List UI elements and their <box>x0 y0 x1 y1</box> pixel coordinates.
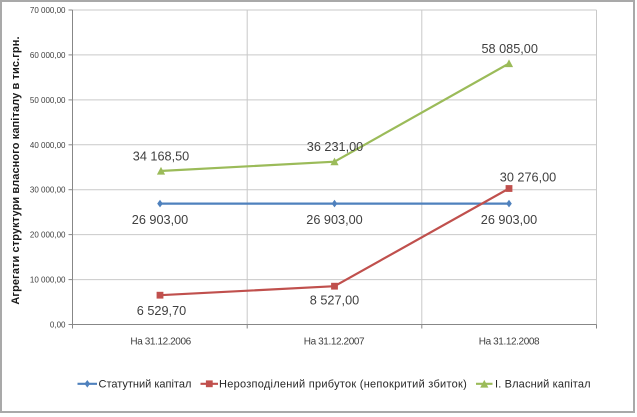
svg-text:58 085,00: 58 085,00 <box>481 42 537 56</box>
svg-text:На 31.12.2006: На 31.12.2006 <box>130 336 191 347</box>
svg-text:36 231,00: 36 231,00 <box>307 140 363 154</box>
svg-text:0,00: 0,00 <box>50 321 66 330</box>
svg-text:26 903,00: 26 903,00 <box>306 213 362 227</box>
svg-text:34 168,50: 34 168,50 <box>133 149 189 163</box>
svg-text:Статутний капітал: Статутний капітал <box>99 379 192 391</box>
svg-text:І. Власний капітал: І. Власний капітал <box>495 379 591 391</box>
svg-text:30 276,00: 30 276,00 <box>500 170 556 184</box>
svg-text:Агрегати структури власного ка: Агрегати структури власного капіталу в т… <box>10 36 22 304</box>
svg-text:60 000,00: 60 000,00 <box>30 51 66 60</box>
svg-text:Нерозподілений прибуток (непок: Нерозподілений прибуток (непокритий збит… <box>219 379 467 391</box>
svg-text:10 000,00: 10 000,00 <box>30 276 66 285</box>
svg-text:На 31.12.2008: На 31.12.2008 <box>479 336 540 347</box>
svg-text:50 000,00: 50 000,00 <box>30 96 66 105</box>
svg-text:30 000,00: 30 000,00 <box>30 186 66 195</box>
svg-text:8 527,00: 8 527,00 <box>310 293 359 307</box>
svg-text:70 000,00: 70 000,00 <box>30 6 66 15</box>
svg-text:40 000,00: 40 000,00 <box>30 141 66 150</box>
svg-text:26 903,00: 26 903,00 <box>481 213 537 227</box>
svg-text:26 903,00: 26 903,00 <box>132 213 188 227</box>
svg-text:На 31.12.2007: На 31.12.2007 <box>304 336 365 347</box>
svg-text:6 529,70: 6 529,70 <box>137 304 186 318</box>
svg-text:20 000,00: 20 000,00 <box>30 231 66 240</box>
